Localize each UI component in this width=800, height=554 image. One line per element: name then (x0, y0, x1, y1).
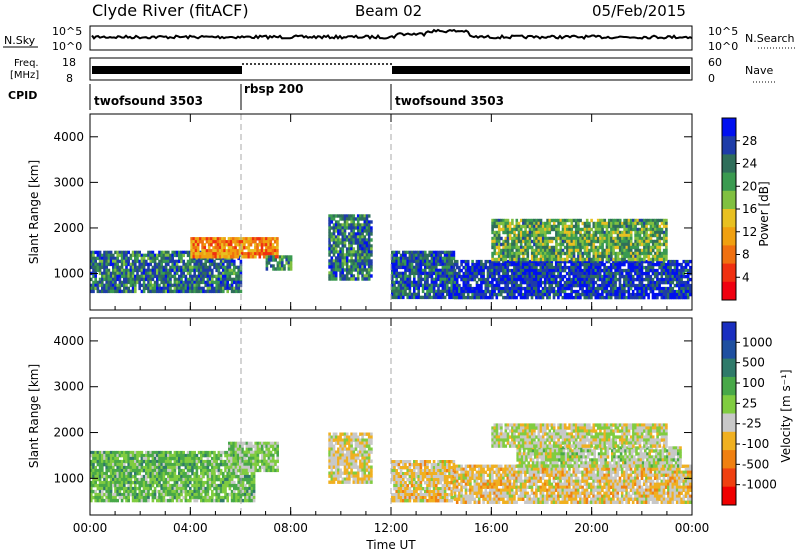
colorbar-tick-label: 500 (742, 356, 765, 370)
x-tick-label: 12:00 (374, 521, 409, 535)
time-xlabel: Time UT (365, 538, 416, 552)
colorbar-swatch (722, 431, 736, 451)
y-tick-label: 4000 (53, 334, 84, 348)
power-panel: 1000 2000 3000 4000 Slant Range [km] 28 24 20… (27, 113, 771, 311)
colorbar-tick-label: -25 (742, 417, 762, 431)
freq-band-1 (92, 66, 242, 74)
colorbar-swatch (722, 468, 736, 488)
freq-panel: Freq. [MHz] 18 8 60 0 Nave (10, 56, 775, 85)
nave-tick-high: 60 (708, 56, 722, 69)
colorbar-swatch (722, 172, 736, 192)
power-axes: 1000 2000 3000 4000 (53, 114, 693, 310)
x-tick-label: 16:00 (474, 521, 509, 535)
colorbar-swatch (722, 376, 736, 396)
power-colorbar: 28 24 20 16 12 8 4 (721, 117, 757, 301)
y-tick-label: 4000 (53, 130, 84, 144)
colorbar-swatch (722, 190, 736, 210)
freq-label-2: [MHz] (10, 70, 39, 81)
velocity-panel: 00:00 04:00 08:00 12:00 16:00 20:00 00:00 1000 2… (27, 317, 793, 552)
beam-title: Beam 02 (355, 2, 422, 20)
velocity-ylabel: Slant Range [km] (27, 364, 41, 468)
colorbar-tick-label: -100 (742, 437, 769, 451)
colorbar-tick-label: -500 (742, 457, 769, 471)
nsky-tick-low: 10^0 (52, 40, 82, 53)
colorbar-tick-label: -1000 (742, 478, 777, 492)
colorbar-swatch (722, 281, 736, 301)
colorbar-tick-label: 28 (742, 134, 757, 148)
colorbar-swatch (722, 245, 736, 265)
colorbar-swatch (722, 340, 736, 360)
velocity-colorbar-label: Velocity [m s⁻¹] (779, 369, 793, 462)
y-tick-label: 1000 (53, 471, 84, 485)
freq-frame (89, 57, 693, 81)
colorbar-tick-label: 16 (742, 202, 757, 216)
freq-tick-low: 8 (66, 72, 73, 85)
colorbar-swatch (722, 413, 736, 433)
velocity-axes: 00:00 04:00 08:00 12:00 16:00 20:00 00:00 1000 2… (53, 318, 709, 535)
y-tick-label: 2000 (53, 221, 84, 235)
cpid-segment-3: twofsound 3503 (395, 94, 504, 108)
cpid-segment-2: rbsp 200 (244, 82, 303, 96)
nsky-series (91, 28, 693, 41)
x-tick-label: 00:00 (73, 521, 108, 535)
nsearch-label: N.Search (745, 32, 795, 45)
colorbar-swatch (722, 209, 736, 228)
x-tick-label: 04:00 (173, 521, 208, 535)
nsky-panel: N.Sky 10^5 10^0 10^5 10^0 N.Search (3, 25, 795, 53)
colorbar-tick-label: 1000 (742, 335, 773, 349)
colorbar-tick-label: 12 (742, 225, 757, 239)
power-colorbar-label: Power [dB] (757, 181, 771, 246)
colorbar-swatch (722, 395, 736, 414)
y-tick-label: 3000 (53, 380, 84, 394)
colorbar-tick-label: 8 (742, 248, 750, 262)
colorbar-swatch (722, 358, 736, 378)
freq-band-2 (392, 66, 690, 74)
colorbar-swatch (722, 450, 736, 469)
date-title: 05/Feb/2015 (592, 2, 686, 20)
colorbar-swatch (722, 486, 736, 506)
cpid-panel: CPID twofsound 3503 rbsp 200 twofsound 3… (8, 82, 504, 110)
colorbar-swatch (722, 118, 736, 137)
y-tick-label: 1000 (53, 267, 84, 281)
power-data (90, 214, 692, 300)
colorbar-swatch (722, 136, 736, 155)
colorbar-swatch (722, 227, 736, 246)
freq-tick-high: 18 (62, 56, 76, 69)
freq-label-1: Freq. (14, 58, 39, 69)
colorbar-tick-label: 24 (742, 157, 757, 171)
colorbar-tick-label: 100 (742, 376, 765, 390)
x-tick-label: 08:00 (273, 521, 308, 535)
nave-tick-low: 0 (708, 72, 715, 85)
nsky-label: N.Sky (4, 34, 36, 47)
y-tick-label: 3000 (53, 175, 84, 189)
colorbar-tick-label: 4 (742, 270, 750, 284)
colorbar-swatch (722, 322, 736, 341)
colorbar-swatch (722, 154, 736, 174)
x-tick-label: 00:00 (675, 521, 710, 535)
colorbar-tick-label: 20 (742, 179, 757, 193)
cpid-label: CPID (8, 89, 37, 102)
colorbar-swatch (722, 263, 736, 283)
nave-label: Nave (745, 64, 773, 77)
y-tick-label: 2000 (53, 426, 84, 440)
nsearch-tick-low: 10^0 (708, 40, 738, 53)
x-tick-label: 20:00 (574, 521, 609, 535)
cpid-segment-1: twofsound 3503 (94, 94, 203, 108)
velocity-colorbar: 1000 500 100 25 -25 -100 -500 -1000 (721, 321, 777, 506)
nsearch-tick-high: 10^5 (708, 25, 738, 38)
colorbar-tick-label: 25 (742, 396, 757, 410)
nsky-tick-high: 10^5 (52, 25, 82, 38)
station-title: Clyde River (fitACF) (92, 1, 249, 20)
velocity-data (90, 423, 692, 504)
colorbar-frame (721, 321, 737, 506)
power-ylabel: Slant Range [km] (27, 160, 41, 264)
